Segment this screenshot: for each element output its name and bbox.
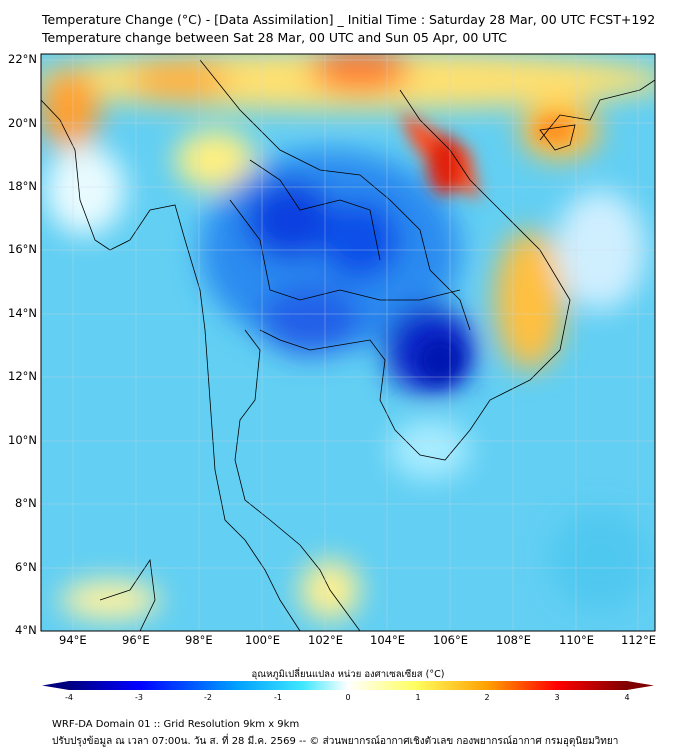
footer-credit: ปรับปรุงข้อมูล ณ เวลา 07:00น. วัน ส. ที่… — [52, 736, 619, 747]
lat-label: 14°N — [8, 306, 37, 320]
lat-label: 12°N — [8, 369, 37, 383]
colorbar-tick: 2 — [484, 693, 490, 702]
lat-label: 16°N — [8, 242, 37, 256]
temperature-field — [41, 54, 655, 631]
coastlines — [41, 59, 655, 631]
colorbar-tick: -4 — [65, 693, 73, 702]
lat-label: 10°N — [8, 433, 37, 447]
footer-model-info: WRF-DA Domain 01 :: Grid Resolution 9km … — [52, 719, 300, 730]
lon-label: 112°E — [621, 633, 656, 647]
colorbar-label: อุณหภูมิเปลี่ยนแปลง หน่วย องศาเซลเซียส (… — [251, 669, 445, 680]
lon-label: 100°E — [245, 633, 280, 647]
colorbar-tick: 1 — [415, 693, 421, 702]
colorbar-tick: -3 — [135, 693, 143, 702]
chart-subtitle: Temperature change between Sat 28 Mar, 0… — [42, 30, 508, 45]
lat-label: 8°N — [15, 496, 37, 510]
lon-label: 110°E — [559, 633, 594, 647]
lat-label: 6°N — [15, 560, 37, 574]
lat-label: 22°N — [8, 52, 37, 66]
chart-title: Temperature Change (°C) - [Data Assimila… — [42, 12, 656, 27]
lat-label: 4°N — [15, 623, 37, 637]
lon-label: 108°E — [496, 633, 531, 647]
lon-label: 106°E — [433, 633, 468, 647]
lon-label: 102°E — [308, 633, 343, 647]
colorbar — [42, 681, 654, 690]
lon-label: 104°E — [370, 633, 405, 647]
lat-label: 20°N — [8, 116, 37, 130]
colorbar-tick: -2 — [204, 693, 212, 702]
gridlines — [41, 54, 655, 631]
colorbar-tick: -1 — [274, 693, 282, 702]
map-frame — [40, 53, 656, 632]
colorbar-tick: 4 — [624, 693, 630, 702]
lon-label: 94°E — [59, 633, 87, 647]
lon-label: 96°E — [122, 633, 150, 647]
lon-label: 98°E — [185, 633, 213, 647]
colorbar-tick: 0 — [345, 693, 351, 702]
lat-label: 18°N — [8, 179, 37, 193]
colorbar-tick: 3 — [554, 693, 560, 702]
